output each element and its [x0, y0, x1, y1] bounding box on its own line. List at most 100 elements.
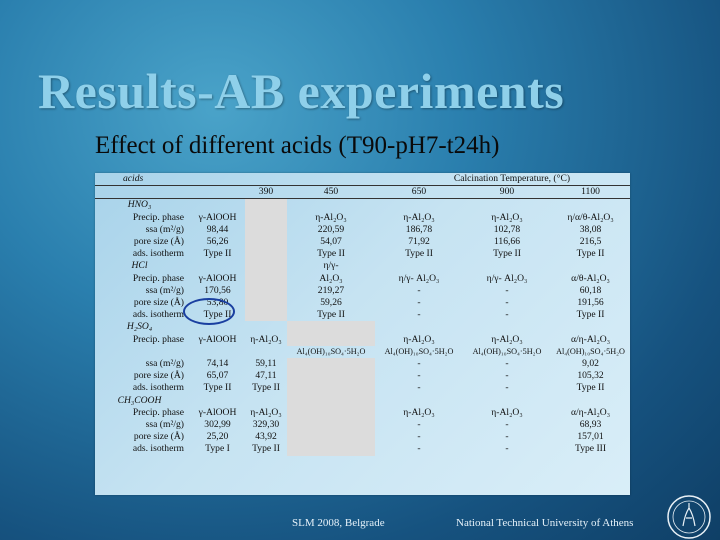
- table-cell: α/θ-Al₂O₃: [571, 272, 610, 284]
- temp-450: 450: [287, 185, 375, 200]
- table-cell: [245, 236, 287, 249]
- table-cell: [287, 358, 375, 371]
- hcl-extra-label: η/γ-: [323, 260, 339, 272]
- table-cell: [245, 272, 287, 285]
- footer-conference: SLM 2008, Belgrade: [292, 517, 385, 529]
- table-cell: 54,07: [320, 236, 342, 248]
- row-label: ads. isotherm: [132, 382, 184, 394]
- row-label: ssa (m²/g): [145, 358, 184, 370]
- table-row: ads. isotherm Type I Type II - - Type III: [95, 443, 630, 456]
- table-row: pore size (Å) 65,07 47,11 - - 105,32: [95, 370, 630, 383]
- table-cell: Type II: [317, 309, 345, 321]
- temp-1100: 1100: [551, 185, 631, 200]
- ch3cooh-name-row: CH₃COOH: [95, 394, 630, 407]
- table-cell: Type II: [203, 382, 232, 394]
- table-cell: 302,99: [204, 419, 231, 431]
- table-cell: -: [417, 358, 421, 370]
- highlight-circle: [183, 298, 235, 325]
- table-cell: [287, 370, 375, 383]
- table-cell: [245, 284, 287, 298]
- table-cell: Al₄(OH)₁₀SO₄·5H₂O: [472, 346, 542, 356]
- row-label: pore size (Å): [133, 236, 184, 248]
- table-cell: Type III: [575, 443, 607, 455]
- slide-subtitle: Effect of different acids (T90-pH7-t24h): [95, 132, 500, 159]
- table-cell: Type II: [252, 382, 280, 394]
- table-cell: 60,18: [579, 284, 602, 296]
- table-cell: -: [417, 443, 421, 455]
- table-cell: -: [505, 382, 509, 394]
- table-cell: -: [417, 309, 421, 321]
- table-cell: α/η-Al₂O₃: [570, 333, 611, 345]
- table-cell: Al₄(OH)₁₀SO₄·5H₂O: [556, 346, 625, 356]
- table-cell: 43,92: [255, 431, 277, 443]
- h2so4-name-row: H₂SO₄: [95, 321, 630, 334]
- table-cell: γ-AlOOH: [198, 211, 237, 223]
- table-cell: 59,11: [255, 358, 277, 370]
- hcl-acid-name: HCl: [131, 260, 148, 272]
- table-cell: η/γ- Al₂O₃: [398, 272, 440, 284]
- table-cell: [287, 431, 375, 444]
- table-row: Al₄(OH)₁₀SO₄·5H₂O Al₄(OH)₁₀SO₄·5H₂O Al₄(OH…: [95, 346, 630, 358]
- table-cell: 74,14: [206, 358, 229, 370]
- table-cell: Type II: [576, 382, 605, 394]
- table-cell: 220,59: [317, 223, 345, 235]
- row-label: Precip. phase: [132, 406, 184, 418]
- table-row: ssa (m²/g) 98,44 220,59 186,78 102,78 38,08: [95, 223, 630, 237]
- table-cell: Type II: [252, 443, 280, 455]
- row-label: Precip. phase: [132, 333, 184, 345]
- table-cell: [245, 211, 287, 224]
- table-row: ads. isotherm Type II Type II - - Type II: [95, 309, 630, 322]
- table-cell: η-Al₂O₃: [491, 333, 523, 345]
- table-row: Precip. phase γ-AlOOH Al₂O₃ η/γ- Al₂O₃ η/γ- …: [95, 272, 630, 285]
- table-cell: η-Al₂O₃: [403, 211, 435, 223]
- header-calcination: Calcination Temperature, (°C): [190, 173, 631, 187]
- table-cell: γ-AlOOH: [198, 333, 237, 345]
- results-table: acids Calcination Temperature, (°C) 390 …: [95, 173, 631, 495]
- table-cell: Al₄(OH)₁₀SO₄·5H₂O: [384, 346, 454, 356]
- table-cell: 65,07: [206, 370, 229, 382]
- table-cell: [287, 333, 375, 346]
- table-cell: γ-AlOOH: [198, 406, 237, 418]
- row-label: Precip. phase: [132, 272, 184, 284]
- table-cell: -: [417, 419, 421, 431]
- table-cell: 38,08: [579, 223, 602, 235]
- table-row: ads. isotherm Type II Type II - - Type II: [95, 382, 630, 395]
- results-table-body: acids Calcination Temperature, (°C) 390 …: [95, 173, 631, 456]
- hno3-acid-name: HNO₃: [127, 199, 152, 211]
- table-cell: -: [505, 284, 509, 296]
- table-cell: 9,02: [582, 358, 599, 370]
- table-cell: -: [505, 370, 509, 382]
- table-cell: [287, 443, 375, 456]
- table-cell: [245, 248, 287, 261]
- table-cell: -: [505, 431, 509, 443]
- table-cell: [245, 223, 287, 237]
- row-label: pore size (Å): [133, 370, 184, 382]
- table-cell: η-Al₂O₃: [491, 406, 523, 418]
- table-cell: -: [505, 419, 509, 431]
- table-cell: Type II: [493, 248, 521, 260]
- table-cell: [287, 382, 375, 395]
- slide-title: Results-AB experiments: [38, 63, 565, 119]
- table-cell: Al₂O₃: [319, 272, 343, 284]
- table-cell: 25,20: [206, 431, 229, 443]
- table-cell: 329,30: [252, 419, 280, 431]
- hcl-name-row: HCl η/γ-: [95, 260, 630, 273]
- table-cell: [245, 309, 287, 322]
- table-row: pore size (Å) 25,20 43,92 - - 157,01: [95, 431, 630, 444]
- row-label: Precip. phase: [132, 211, 184, 223]
- table-cell: η-Al₂O₃: [491, 211, 523, 223]
- table-row: Precip. phase γ-AlOOH η-Al₂O₃ η-Al₂O₃ η-Al₂O…: [95, 211, 630, 224]
- table-row: Precip. phase γ-AlOOH η-Al₂O₃ η-Al₂O₃ η-Al₂O…: [95, 333, 630, 346]
- table-cell: 71,92: [408, 236, 430, 248]
- table-cell: 59,26: [320, 297, 342, 309]
- table-cell: Type II: [576, 248, 605, 260]
- table-cell: 102,78: [493, 223, 521, 235]
- table-cell: η/α/θ-Al₂O₃: [567, 211, 614, 223]
- table-cell: Type II: [203, 248, 232, 260]
- table-cell: 98,44: [206, 223, 229, 235]
- temp-390: 390: [245, 185, 287, 200]
- table-cell: Al₄(OH)₁₀SO₄·5H₂O: [296, 346, 366, 356]
- table-cell: 47,11: [255, 370, 277, 382]
- row-label: pore size (Å): [133, 297, 184, 309]
- ntua-seal-logo-icon: [667, 495, 711, 539]
